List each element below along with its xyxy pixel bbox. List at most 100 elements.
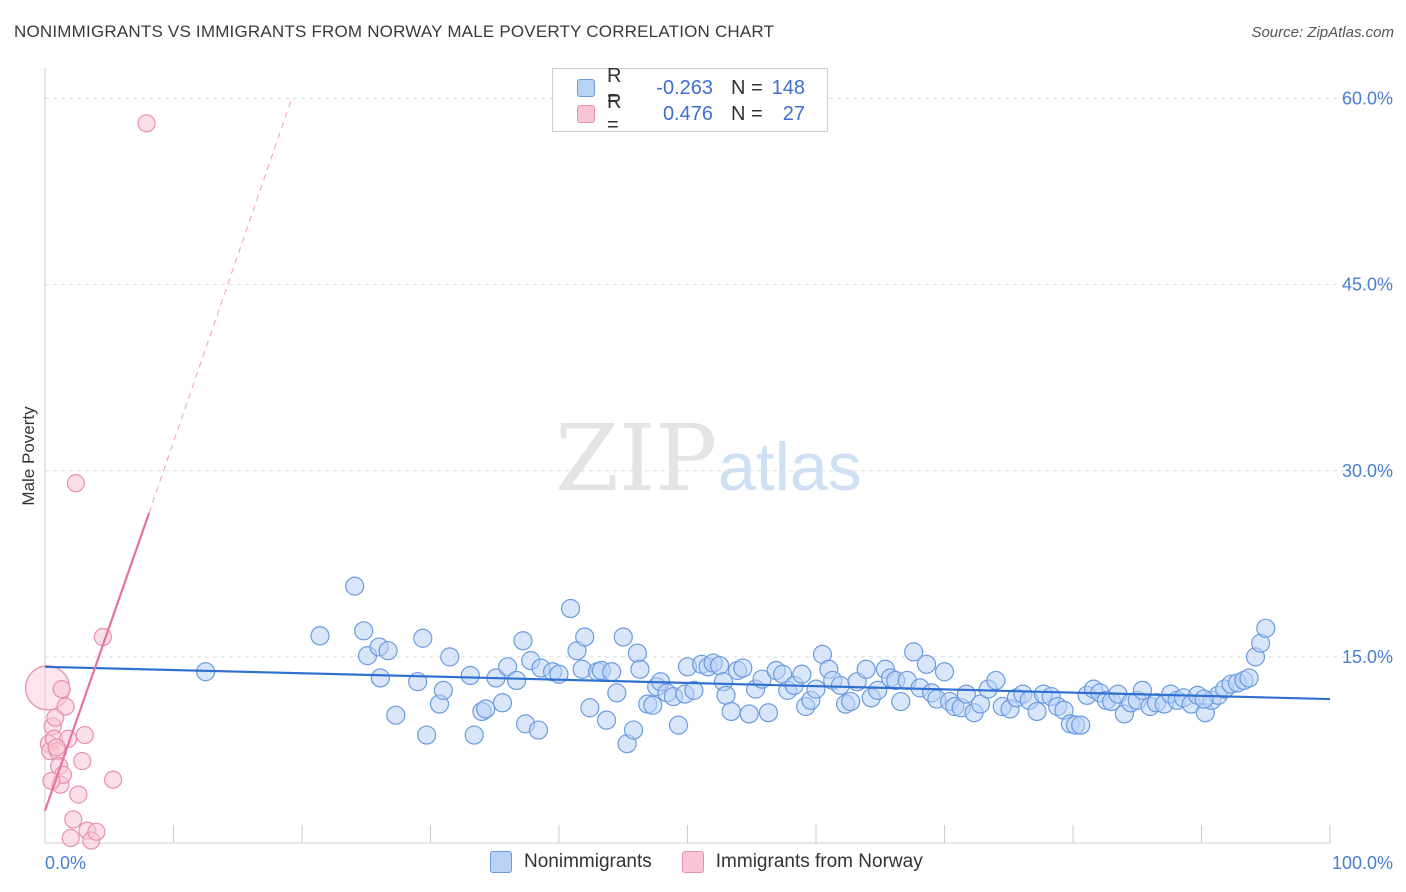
data-point-nonimmigrants — [498, 657, 518, 677]
data-point-nonimmigrants — [386, 705, 406, 725]
data-point-nonimmigrants — [643, 695, 663, 715]
legend-swatch-pink — [577, 105, 595, 123]
y-tick-label: 60.0% — [1342, 89, 1393, 109]
data-point-norway — [69, 785, 88, 804]
data-point-nonimmigrants — [464, 725, 484, 745]
y-tick-label: 15.0% — [1342, 647, 1393, 667]
data-point-nonimmigrants — [1027, 701, 1047, 722]
data-point-norway — [52, 680, 71, 699]
legend-item-norway[interactable]: Immigrants from Norway — [681, 851, 923, 873]
data-point-nonimmigrants — [354, 621, 374, 641]
data-point-nonimmigrants — [613, 627, 633, 647]
data-point-nonimmigrants — [716, 685, 736, 705]
data-point-nonimmigrants — [560, 598, 581, 619]
data-point-nonimmigrants — [721, 701, 741, 722]
data-point-nonimmigrants — [1194, 689, 1214, 709]
data-point-nonimmigrants — [1132, 680, 1152, 700]
data-point-nonimmigrants — [440, 647, 460, 667]
data-point-norway — [104, 770, 123, 789]
watermark-atlas: atlas — [718, 429, 862, 505]
trend-lines — [43, 98, 1331, 812]
y-axis-title: Male Poverty — [19, 406, 38, 506]
chart-title: NONIMMIGRANTS VS IMMIGRANTS FROM NORWAY … — [14, 22, 775, 41]
legend-n-label: N = — [731, 76, 763, 99]
data-point-nonimmigrants — [758, 703, 779, 723]
x-tick-label: 0.0% — [45, 853, 86, 873]
data-point-nonimmigrants — [830, 675, 851, 696]
data-point-nonimmigrants — [506, 670, 527, 691]
data-point-nonimmigrants — [433, 680, 453, 700]
trend-line-nonimmigrants — [44, 665, 1331, 701]
data-point-norway — [61, 828, 80, 848]
data-point-nonimmigrants — [417, 725, 437, 745]
data-point-norway — [73, 752, 92, 771]
legend-n-value: 148 — [771, 76, 805, 99]
watermark-zip: ZIP — [555, 405, 717, 512]
trend-line-norway-extension — [148, 98, 293, 514]
data-point-nonimmigrants — [841, 691, 861, 712]
data-point-nonimmigrants — [806, 679, 826, 699]
data-point-norway — [87, 822, 106, 841]
data-point-nonimmigrants — [792, 664, 812, 684]
data-point-nonimmigrants — [575, 627, 595, 647]
trend-line-norway — [43, 512, 151, 812]
data-point-nonimmigrants — [580, 698, 600, 718]
correlation-legend: R = -0.263 N = 148 R = 0.476 N = 27 — [552, 65, 828, 136]
legend-label: Immigrants from Norway — [715, 851, 923, 872]
data-point-nonimmigrants — [904, 642, 924, 662]
data-point-nonimmigrants — [1071, 715, 1091, 735]
data-point-nonimmigrants — [868, 680, 888, 700]
data-point-nonimmigrants — [1239, 668, 1259, 688]
data-point-nonimmigrants — [891, 691, 911, 712]
legend-swatch-pink — [681, 851, 704, 873]
data-point-nonimmigrants — [607, 683, 627, 703]
y-tick-label: 30.0% — [1342, 461, 1393, 481]
data-point-nonimmigrants — [602, 662, 622, 682]
data-point-nonimmigrants — [733, 658, 753, 678]
data-point-nonimmigrants — [1256, 618, 1276, 638]
data-point-nonimmigrants — [513, 631, 533, 651]
legend-r-value: -0.263 — [656, 76, 713, 99]
watermark: ZIP atlas — [555, 405, 862, 512]
axis-labels: 15.0% 30.0% 45.0% 60.0% 0.0% 100.0% Male Pover… — [19, 89, 1393, 874]
gridlines — [45, 98, 1392, 658]
legend-item-nonimmigrants[interactable]: Nonimmigrants — [490, 851, 652, 873]
source-credit: Source: ZipAtlas.com — [1251, 24, 1394, 41]
legend-swatch-blue — [490, 851, 512, 873]
data-point-norway — [47, 738, 66, 757]
data-point-norway — [66, 474, 85, 493]
data-point-nonimmigrants — [623, 720, 644, 740]
data-point-norway — [46, 708, 65, 727]
data-point-nonimmigrants — [310, 626, 330, 646]
data-point-nonimmigrants — [345, 576, 365, 596]
data-point-nonimmigrants — [492, 693, 513, 713]
data-point-nonimmigrants — [630, 659, 650, 679]
data-point-nonimmigrants — [378, 641, 398, 661]
legend-row-nonimmigrants: R = -0.263 N = 148 — [577, 65, 805, 110]
data-point-norway — [56, 697, 75, 716]
data-point-nonimmigrants — [934, 662, 955, 682]
data-point-nonimmigrants — [413, 628, 433, 648]
data-point-nonimmigrants — [916, 654, 937, 674]
legend-r-value: 0.476 — [662, 102, 713, 125]
data-point-norway — [64, 810, 83, 829]
y-tick-label: 45.0% — [1342, 275, 1393, 295]
data-point-nonimmigrants — [739, 704, 759, 724]
data-point-nonimmigrants — [710, 655, 730, 676]
legend-n-value: 27 — [782, 102, 805, 125]
data-point-nonimmigrants — [627, 643, 647, 663]
legend-r-label: R = — [607, 65, 622, 110]
series-legend: Nonimmigrants Immigrants from Norway — [490, 851, 953, 873]
data-point-nonimmigrants — [370, 668, 390, 688]
data-point-nonimmigrants — [596, 710, 617, 730]
data-point-nonimmigrants — [684, 680, 704, 700]
x-tick-label: 100.0% — [1332, 853, 1393, 873]
data-point-nonimmigrants — [986, 670, 1006, 691]
data-point-nonimmigrants — [528, 720, 549, 740]
legend-row-norway: R = 0.476 N = 27 — [577, 91, 805, 136]
data-point-nonimmigrants — [460, 665, 480, 686]
legend-swatch-blue — [577, 79, 595, 97]
data-point-nonimmigrants — [970, 694, 991, 714]
data-point-norway — [75, 725, 94, 745]
